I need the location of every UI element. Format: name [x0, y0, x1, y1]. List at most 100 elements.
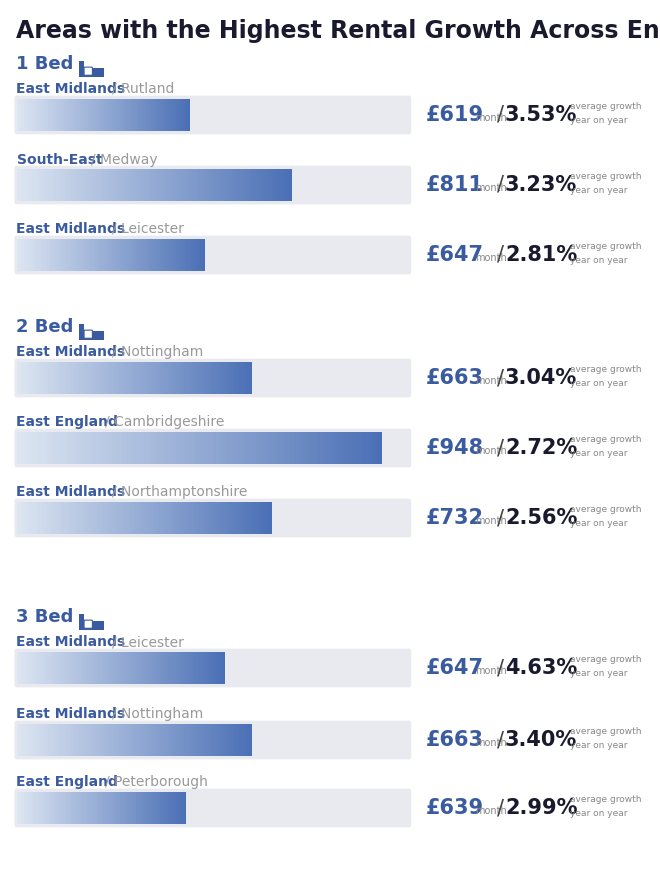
- Bar: [329, 432, 331, 464]
- Bar: [127, 239, 128, 271]
- Bar: [66, 169, 68, 201]
- Bar: [184, 99, 185, 131]
- Bar: [16, 724, 18, 756]
- Bar: [20, 652, 22, 684]
- Bar: [81, 724, 82, 756]
- Bar: [112, 169, 113, 201]
- Bar: [143, 363, 144, 394]
- Bar: [117, 99, 119, 131]
- Bar: [150, 363, 152, 394]
- Bar: [225, 724, 226, 756]
- Bar: [39, 239, 40, 271]
- Bar: [113, 169, 114, 201]
- Bar: [110, 239, 111, 271]
- Bar: [165, 99, 166, 131]
- Bar: [242, 724, 243, 756]
- Bar: [53, 792, 54, 824]
- Bar: [71, 724, 72, 756]
- Bar: [115, 363, 117, 394]
- Bar: [162, 792, 163, 824]
- Bar: [19, 792, 20, 824]
- Bar: [343, 432, 346, 464]
- Bar: [59, 99, 61, 131]
- Bar: [92, 99, 93, 131]
- Bar: [151, 239, 152, 271]
- Text: month: month: [475, 516, 507, 525]
- Bar: [145, 99, 146, 131]
- Bar: [42, 652, 43, 684]
- Bar: [126, 432, 128, 464]
- Bar: [162, 363, 163, 394]
- Bar: [179, 363, 181, 394]
- Bar: [41, 239, 42, 271]
- Bar: [51, 652, 52, 684]
- Bar: [183, 724, 185, 756]
- Bar: [92, 99, 94, 131]
- Bar: [98, 363, 99, 394]
- Bar: [125, 792, 127, 824]
- Bar: [141, 363, 143, 394]
- Bar: [174, 99, 175, 131]
- Bar: [207, 432, 209, 464]
- Bar: [307, 432, 309, 464]
- Bar: [43, 239, 44, 271]
- Bar: [150, 724, 152, 756]
- Bar: [245, 432, 247, 464]
- Bar: [185, 239, 187, 271]
- Bar: [111, 239, 112, 271]
- Bar: [156, 502, 157, 534]
- Bar: [139, 363, 141, 394]
- Bar: [195, 652, 196, 684]
- Bar: [358, 432, 360, 464]
- Bar: [356, 432, 358, 464]
- Bar: [193, 502, 194, 534]
- Bar: [75, 432, 77, 464]
- Bar: [137, 363, 138, 394]
- Bar: [75, 363, 77, 394]
- Bar: [79, 331, 104, 340]
- Bar: [160, 502, 161, 534]
- Bar: [66, 363, 67, 394]
- Text: /: /: [497, 245, 504, 265]
- Bar: [97, 99, 98, 131]
- Bar: [132, 652, 133, 684]
- Bar: [141, 239, 142, 271]
- Bar: [92, 652, 93, 684]
- Text: £647: £647: [426, 658, 484, 678]
- Bar: [164, 432, 166, 464]
- Text: 3 Bed: 3 Bed: [16, 608, 74, 626]
- Bar: [168, 99, 169, 131]
- Bar: [178, 169, 179, 201]
- Bar: [33, 169, 35, 201]
- Bar: [79, 239, 80, 271]
- Bar: [216, 169, 218, 201]
- Bar: [123, 169, 125, 201]
- Bar: [220, 363, 222, 394]
- Bar: [113, 724, 115, 756]
- Bar: [150, 652, 152, 684]
- Bar: [94, 792, 95, 824]
- Bar: [199, 432, 201, 464]
- Bar: [83, 239, 84, 271]
- Bar: [50, 432, 51, 464]
- Bar: [166, 99, 167, 131]
- Bar: [65, 792, 67, 824]
- Bar: [17, 792, 18, 824]
- Bar: [93, 363, 94, 394]
- Bar: [116, 652, 117, 684]
- Bar: [148, 724, 150, 756]
- Bar: [123, 792, 124, 824]
- Bar: [145, 239, 146, 271]
- Bar: [154, 239, 155, 271]
- Bar: [319, 432, 322, 464]
- Bar: [139, 169, 141, 201]
- Bar: [78, 99, 79, 131]
- Bar: [117, 169, 119, 201]
- Bar: [16, 363, 18, 394]
- Bar: [26, 99, 27, 131]
- Bar: [79, 324, 84, 340]
- Bar: [90, 432, 92, 464]
- Bar: [246, 502, 248, 534]
- Bar: [28, 239, 29, 271]
- Bar: [101, 652, 102, 684]
